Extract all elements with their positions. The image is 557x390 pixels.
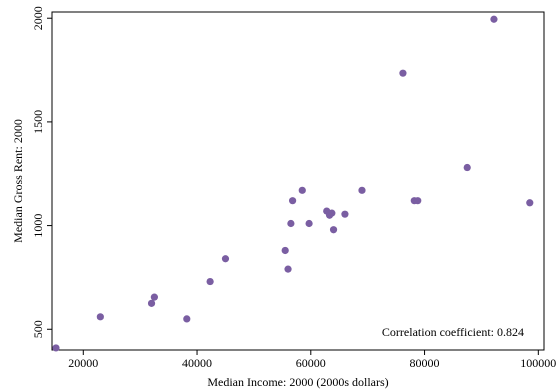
data-point — [305, 219, 313, 228]
data-point — [52, 344, 60, 352]
data-point — [341, 210, 349, 218]
data-point — [490, 15, 498, 23]
y-tick-label: 1500 — [31, 110, 45, 134]
x-axis-title: Median Income: 2000 (2000s dollars) — [207, 375, 388, 389]
x-tick-label: 40000 — [182, 356, 212, 370]
data-point — [526, 199, 534, 207]
x-tick-label: 60000 — [296, 356, 326, 370]
data-point — [281, 246, 289, 255]
y-axis-ticks: 500 1000 1500 2000 — [31, 6, 52, 338]
data-point — [147, 299, 156, 307]
data-point — [298, 186, 306, 194]
y-axis-title: Median Gross Rent: 2000 — [11, 119, 25, 243]
y-tick-label: 500 — [31, 320, 45, 338]
data-point — [206, 277, 214, 286]
data-point — [328, 209, 336, 217]
y-tick-label: 1000 — [31, 214, 45, 238]
data-point — [414, 197, 422, 205]
x-tick-label: 80000 — [410, 356, 440, 370]
x-axis-ticks: 20000 40000 60000 80000 100000 — [68, 350, 556, 370]
data-point — [329, 226, 338, 234]
correlation-annotation: Correlation coefficient: 0.824 — [382, 325, 524, 339]
data-points — [52, 15, 534, 352]
data-point — [358, 186, 366, 194]
data-point — [96, 313, 104, 321]
y-tick-label: 2000 — [31, 6, 45, 30]
data-point — [221, 255, 230, 263]
data-point — [183, 315, 191, 323]
x-tick-label: 100000 — [520, 356, 556, 370]
data-point — [150, 293, 158, 301]
data-point — [399, 69, 407, 77]
plot-axes — [51, 11, 545, 351]
data-point — [288, 197, 297, 205]
data-point — [463, 163, 471, 172]
x-tick-label: 20000 — [68, 356, 98, 370]
plot-frame — [51, 11, 545, 351]
data-point — [287, 219, 295, 228]
data-point — [284, 265, 292, 273]
